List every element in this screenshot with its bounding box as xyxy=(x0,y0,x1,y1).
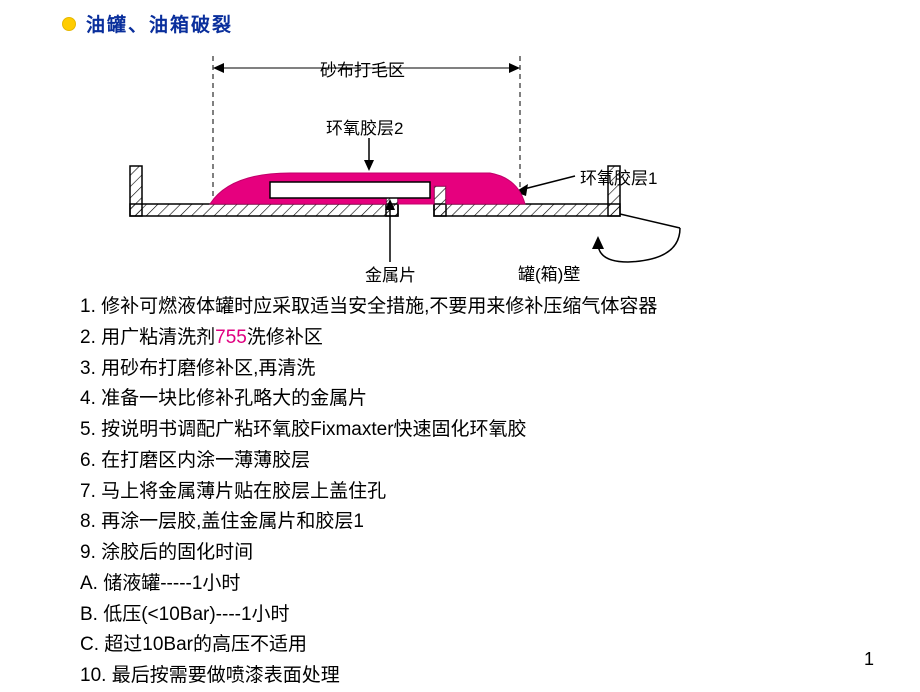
step-2: 2. 用广粘清洗剂755洗修补区 xyxy=(80,323,850,354)
label-epoxy1: 环氧胶层1 xyxy=(580,164,657,189)
step-2-red: 755 xyxy=(215,327,247,348)
step-2b: 洗修补区 xyxy=(247,327,323,348)
step-8: 8. 再涂一层胶,盖住金属片和胶层1 xyxy=(80,507,850,538)
label-wall: 罐(箱)壁 xyxy=(518,260,580,285)
label-metal: 金属片 xyxy=(365,261,416,286)
page-title: 油罐、油箱破裂 xyxy=(86,10,233,37)
step-A: A. 储液罐-----1小时 xyxy=(80,569,850,600)
diagram-area: 砂布打毛区 环氧胶层2 环氧胶层1 金属片 罐(箱)壁 xyxy=(120,38,780,284)
page-number: 1 xyxy=(864,649,874,670)
step-7: 7. 马上将金属薄片贴在胶层上盖住孔 xyxy=(80,477,850,508)
step-C: C. 超过10Bar的高压不适用 xyxy=(80,630,850,661)
step-B: B. 低压(<10Bar)----1小时 xyxy=(80,600,850,631)
step-3: 3. 用砂布打磨修补区,再清洗 xyxy=(80,354,850,385)
diagram-svg xyxy=(120,38,780,288)
bullet-circle xyxy=(62,17,76,31)
step-6: 6. 在打磨区内涂一薄薄胶层 xyxy=(80,446,850,477)
step-10: 10. 最后按需要做喷漆表面处理 xyxy=(80,661,850,692)
step-9: 9. 涂胶后的固化时间 xyxy=(80,538,850,569)
title-row: 油罐、油箱破裂 xyxy=(62,10,233,37)
steps-list: 1. 修补可燃液体罐时应采取适当安全措施,不要用来修补压缩气体容器 2. 用广粘… xyxy=(80,292,850,692)
step-2a: 2. 用广粘清洗剂 xyxy=(80,327,215,348)
metal-plate xyxy=(270,182,430,198)
step-4: 4. 准备一块比修补孔略大的金属片 xyxy=(80,384,850,415)
step-1: 1. 修补可燃液体罐时应采取适当安全措施,不要用来修补压缩气体容器 xyxy=(80,292,850,323)
label-sanding: 砂布打毛区 xyxy=(320,56,405,81)
step-5: 5. 按说明书调配广粘环氧胶Fixmaxter快速固化环氧胶 xyxy=(80,415,850,446)
label-epoxy2: 环氧胶层2 xyxy=(326,114,403,139)
